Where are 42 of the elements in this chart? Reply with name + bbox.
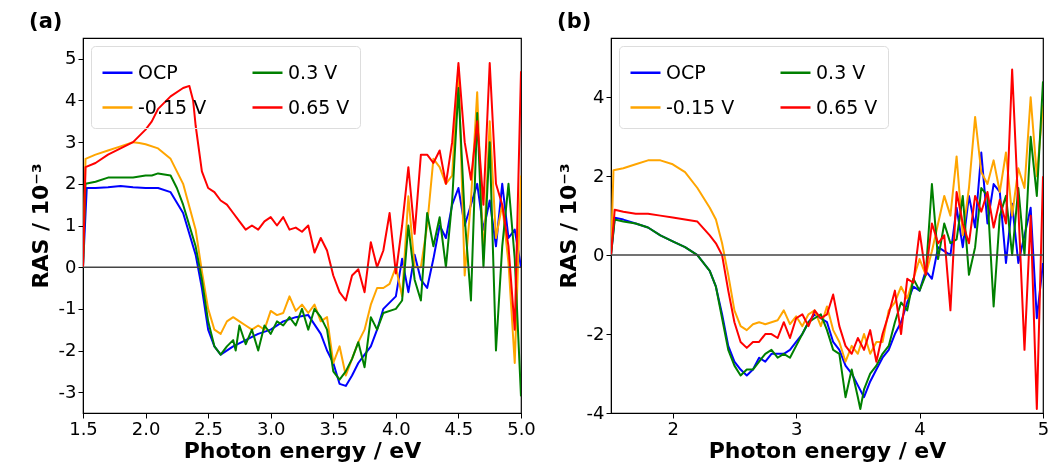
- line-series: [83, 182, 521, 387]
- legend-label: OCP: [138, 60, 178, 83]
- y-tick-label: 5: [65, 47, 77, 69]
- x-tick-label: 1.5: [69, 417, 98, 439]
- x-tick-label: 5.0: [507, 417, 536, 439]
- chart-title: (b): [557, 9, 592, 33]
- y-axis-title: RAS / 10⁻³: [27, 163, 53, 289]
- x-axis-title: Photon energy / eV: [708, 437, 947, 463]
- y-tick-label: 4: [593, 85, 605, 107]
- line-series: [611, 96, 1043, 363]
- x-tick-label: 2.0: [131, 417, 161, 439]
- y-tick-label: 4: [65, 89, 77, 110]
- x-tick-label: 4.0: [382, 417, 411, 439]
- y-tick-label: 2: [593, 164, 605, 186]
- x-tick-label: 4.5: [444, 417, 474, 439]
- y-tick-label: -1: [58, 297, 77, 319]
- legend-label: 0.3 V: [288, 60, 338, 83]
- x-tick-label: 4: [914, 417, 926, 439]
- y-tick-label: -4: [586, 401, 605, 423]
- y-tick-label: 0: [65, 255, 77, 277]
- x-tick-label: 3.5: [319, 417, 349, 439]
- y-tick-label: -2: [58, 339, 77, 360]
- legend-label: 0.65 V: [816, 95, 878, 118]
- chart-title: (a): [29, 9, 63, 33]
- x-tick-label: 2.5: [194, 417, 223, 439]
- legend-label: 0.65 V: [288, 95, 350, 118]
- x-tick-label: 2: [667, 417, 679, 439]
- y-tick-label: 0: [593, 243, 605, 265]
- y-tick-label: 1: [65, 214, 77, 235]
- x-tick-label: 5: [1037, 417, 1048, 439]
- y-tick-label: -2: [586, 322, 605, 344]
- y-tick-label: -3: [58, 380, 77, 402]
- legend-label: OCP: [666, 60, 706, 83]
- line-series: [83, 62, 521, 331]
- legend-label: 0.3 V: [816, 60, 866, 83]
- y-tick-label: 2: [65, 172, 77, 194]
- y-tick-label: 3: [65, 130, 77, 152]
- legend-label: -0.15 V: [666, 95, 735, 118]
- x-tick-label: 3.0: [256, 417, 286, 439]
- y-axis-title: RAS / 10⁻³: [555, 163, 581, 289]
- x-axis-title: Photon energy / eV: [183, 437, 422, 463]
- x-tick-label: 3: [790, 417, 803, 439]
